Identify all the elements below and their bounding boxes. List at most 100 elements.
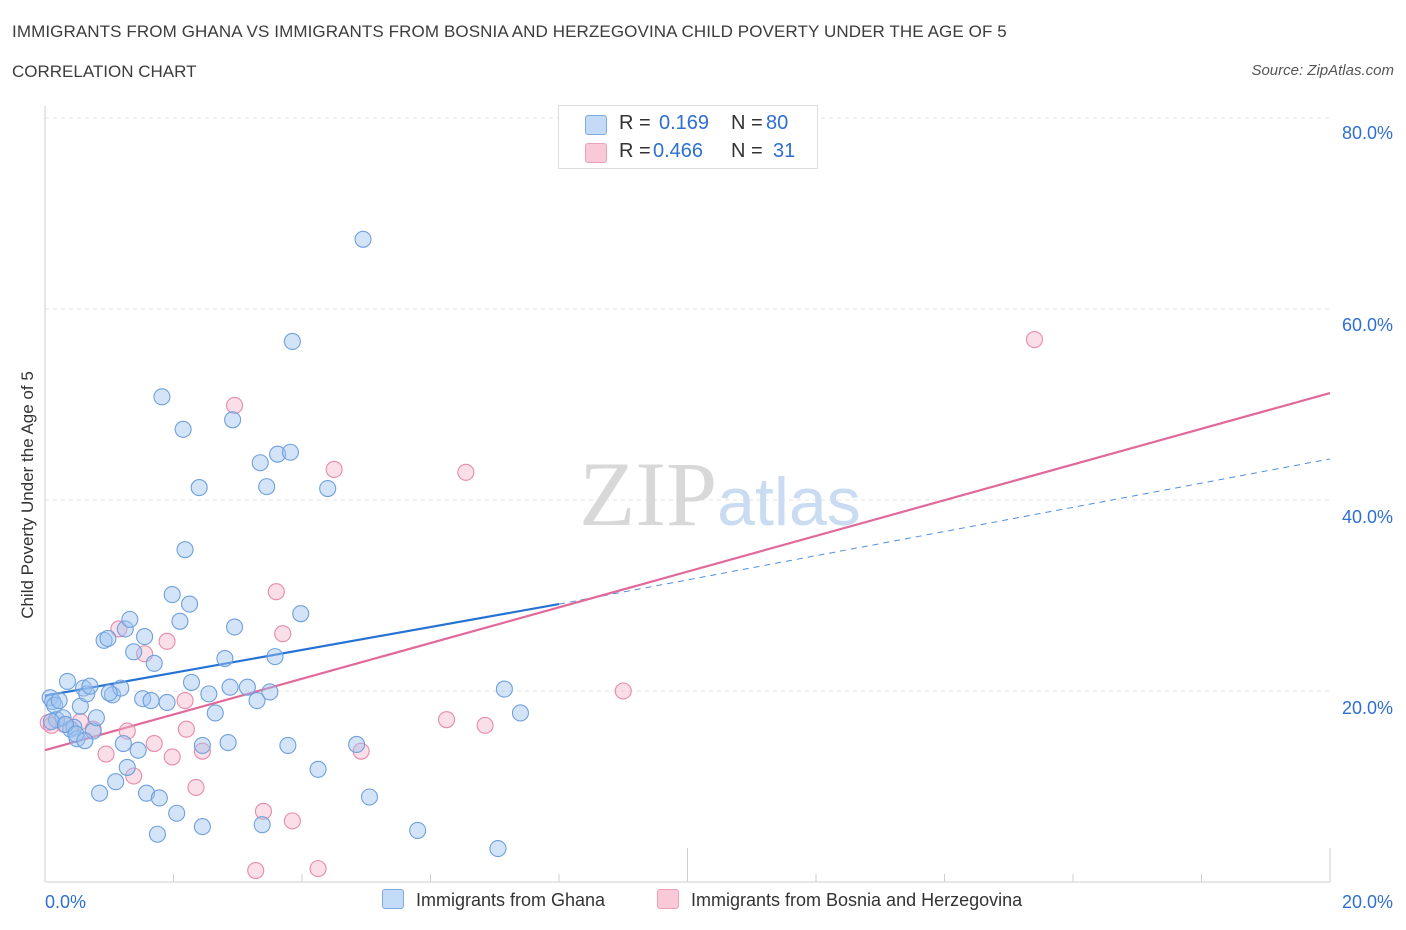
data-point-ghana: [150, 789, 168, 807]
data-point-bosnia: [193, 742, 211, 760]
axes: [44, 106, 1331, 883]
x-tick-label: 0.0%: [45, 892, 86, 912]
data-point-bosnia: [158, 632, 176, 650]
data-point-ghana: [511, 704, 530, 722]
legend-label-ghana: Immigrants from Ghana: [416, 890, 606, 910]
data-point-ghana: [114, 734, 132, 753]
data-point-ghana: [248, 691, 266, 710]
watermark: ZIPatlas: [579, 443, 861, 545]
data-point-ghana: [142, 691, 160, 710]
legend-swatch-bosnia: [585, 143, 607, 163]
chart-subtitle: CORRELATION CHART: [12, 62, 197, 81]
data-point-ghana: [87, 709, 105, 727]
data-point-ghana: [495, 680, 513, 698]
data-point-ghana: [137, 784, 156, 802]
trend-line-bosnia: [44, 391, 1331, 752]
data-point-ghana: [261, 683, 279, 701]
legend-swatch-ghana: [585, 115, 607, 135]
data-point-ghana: [176, 541, 194, 559]
y-tick-label: 60.0%: [1342, 315, 1393, 335]
tick-labels: 80.0% 60.0% 40.0% 20.0% 0.0% 20.0%: [45, 123, 1393, 912]
trend-lines: [44, 391, 1331, 752]
data-point-ghana: [118, 758, 136, 776]
data-point-bosnia: [187, 778, 205, 797]
data-point-ghana: [281, 443, 299, 461]
legend-swatch-ghana: [382, 889, 404, 909]
y-tick-label: 20.0%: [1342, 698, 1393, 718]
data-point-ghana: [58, 672, 77, 691]
data-point-ghana: [266, 648, 284, 666]
legend-n-label: N =: [731, 140, 763, 162]
data-point-ghana: [409, 821, 427, 839]
data-point-ghana: [216, 649, 234, 668]
data-point-ghana: [489, 840, 507, 858]
data-point-ghana: [116, 620, 134, 638]
stats-legend-row-bosnia: R = 0.466 N = 31: [559, 140, 817, 164]
data-point-ghana: [193, 818, 211, 836]
data-point-ghana: [91, 784, 109, 802]
data-point-ghana: [99, 629, 117, 648]
data-point-ghana: [319, 479, 337, 498]
x-tick-label: 20.0%: [1342, 892, 1393, 912]
chart-title: IMMIGRANTS FROM GHANA VS IMMIGRANTS FROM…: [12, 22, 1007, 41]
data-point-bosnia: [274, 625, 292, 643]
data-point-ghana: [309, 760, 327, 778]
data-point-ghana: [224, 411, 242, 429]
data-points: [39, 230, 1043, 880]
data-point-bosnia: [225, 396, 244, 415]
data-point-ghana: [171, 612, 189, 630]
data-point-ghana: [174, 420, 192, 438]
data-point-ghana: [107, 773, 125, 791]
data-point-bosnia: [476, 716, 494, 734]
data-point-ghana: [50, 691, 68, 710]
data-point-bosnia: [614, 682, 632, 700]
data-point-ghana: [279, 736, 297, 754]
data-point-ghana: [292, 605, 310, 623]
data-point-ghana: [348, 735, 366, 754]
data-point-ghana: [125, 643, 143, 661]
data-point-ghana: [67, 725, 85, 743]
data-point-bosnia: [254, 802, 273, 820]
legend-r-label: R =: [619, 112, 651, 134]
data-point-ghana: [158, 693, 176, 712]
legend-n-value: 31: [773, 140, 796, 162]
data-point-ghana: [168, 804, 186, 822]
data-point-ghana: [360, 788, 379, 806]
data-point-bosnia: [176, 691, 194, 710]
data-point-ghana: [145, 654, 163, 672]
data-point-ghana: [100, 684, 118, 702]
data-point-bosnia: [325, 460, 343, 478]
data-point-ghana: [76, 732, 94, 750]
legend-label-bosnia: Immigrants from Bosnia and Herzegovina: [691, 890, 1023, 910]
data-point-bosnia: [457, 463, 475, 481]
data-point-ghana: [269, 445, 287, 463]
data-point-bosnia: [97, 745, 115, 763]
watermark-atlas: atlas: [717, 464, 861, 540]
legend-item-bosnia: Immigrants from Bosnia and Herzegovina: [657, 889, 1022, 911]
data-point-ghana: [153, 388, 171, 406]
trend-line-ghana: [44, 603, 560, 697]
chart-source: Source: ZipAtlas.com: [1251, 62, 1394, 79]
data-point-ghana: [181, 595, 199, 613]
data-point-ghana: [283, 332, 301, 351]
watermark-zip: ZIP: [579, 443, 717, 545]
data-point-bosnia: [145, 734, 163, 753]
data-point-bosnia: [125, 767, 143, 785]
data-point-ghana: [225, 618, 244, 636]
data-point-ghana: [81, 677, 99, 695]
data-point-bosnia: [1025, 331, 1043, 349]
y-tick-label: 40.0%: [1342, 507, 1393, 527]
data-point-ghana: [121, 610, 139, 628]
data-point-ghana: [221, 678, 239, 696]
data-point-ghana: [148, 825, 166, 843]
data-point-bosnia: [309, 860, 327, 878]
data-point-ghana: [193, 736, 211, 754]
legend-swatch-bosnia: [657, 889, 679, 909]
data-point-ghana: [182, 673, 201, 691]
data-point-ghana: [258, 478, 276, 496]
data-point-bosnia: [283, 812, 301, 830]
legend-r-value: 0.466: [653, 140, 704, 162]
data-point-bosnia: [247, 861, 265, 880]
legend-n-value: 80: [766, 112, 789, 134]
stats-legend-row-ghana: R = 0.169 N = 80: [559, 112, 817, 136]
